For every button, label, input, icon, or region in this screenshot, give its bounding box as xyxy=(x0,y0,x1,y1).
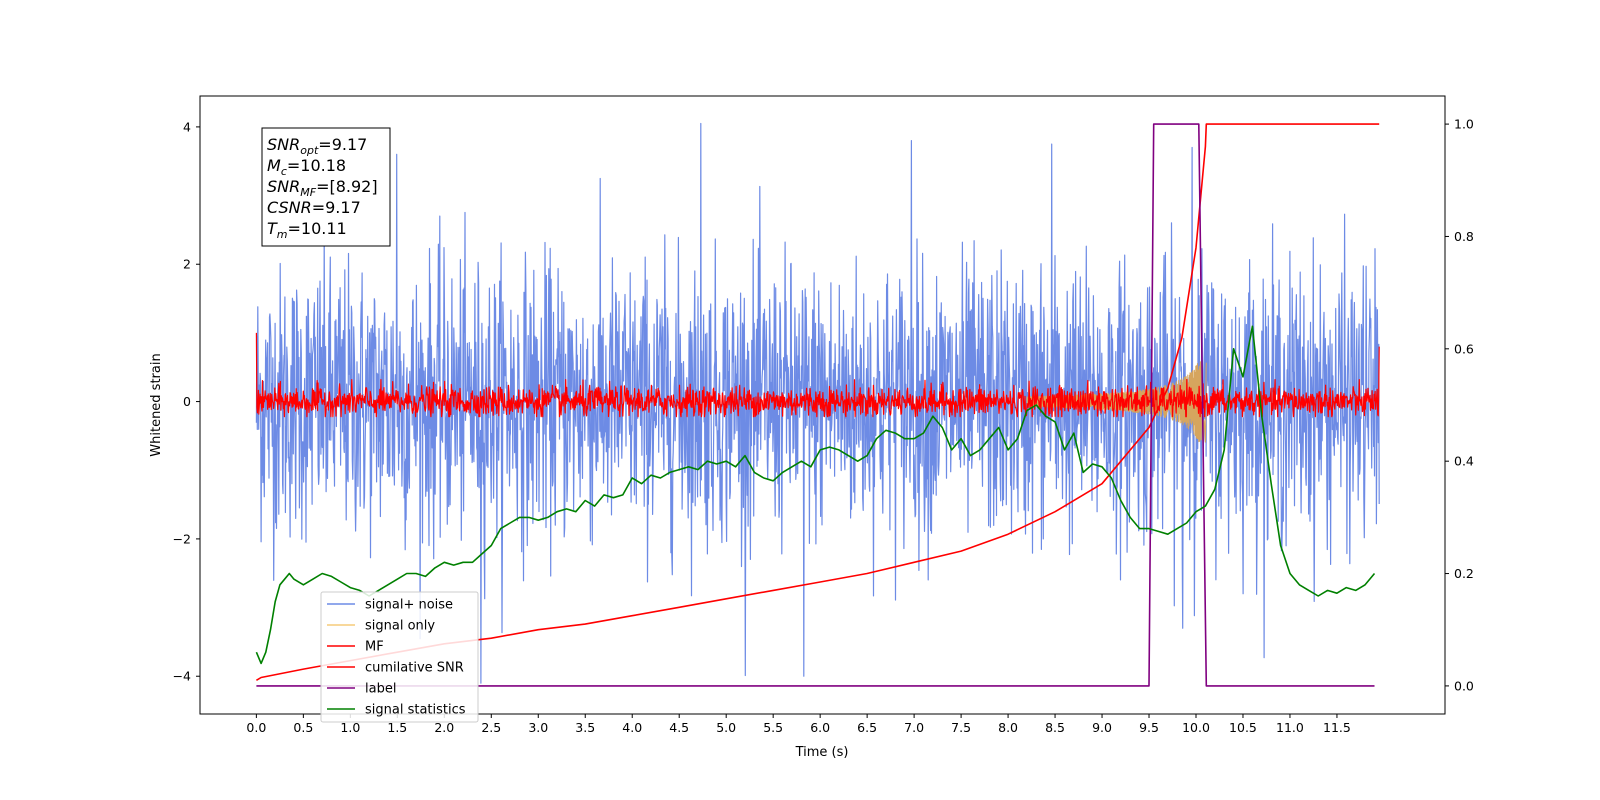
x-tick-label: 7.5 xyxy=(951,720,971,735)
x-tick-label: 9.0 xyxy=(1092,720,1112,735)
stats-box: SNRopt=9.17Mc=10.18SNRMF=[8.92]CSNR=9.17… xyxy=(261,127,391,247)
x-tick-label: 1.0 xyxy=(340,720,360,735)
legend-entry-label: label xyxy=(365,682,396,697)
x-tick-label: 4.0 xyxy=(622,720,642,735)
legend-entry-label: MF xyxy=(365,640,384,655)
x-tick-label: 1.5 xyxy=(387,720,407,735)
series-signal-noise-line xyxy=(255,122,1380,684)
series-signal-statistics-line xyxy=(255,325,1376,665)
legend-frame xyxy=(320,591,479,723)
x-tick-label: 3.5 xyxy=(575,720,595,735)
stats-line: SNRopt=9.17 xyxy=(267,135,367,157)
stats-line: SNRMF=[8.92] xyxy=(267,177,378,199)
x-tick-label: 8.5 xyxy=(1045,720,1065,735)
y-tick-label: 0 xyxy=(183,394,191,409)
y2-tick-label: 0.0 xyxy=(1454,678,1474,693)
y-tick-label: 4 xyxy=(183,119,191,134)
x-tick-label: 11.5 xyxy=(1323,720,1351,735)
y-tick-label: −4 xyxy=(173,669,191,684)
legend: signal+ noise signal only MF cumilative SNR… xyxy=(320,591,479,723)
series-label-line xyxy=(256,123,1375,687)
y2-tick-label: 1.0 xyxy=(1454,117,1474,132)
x-tick-label: 0.5 xyxy=(293,720,313,735)
x-tick-label: 10.0 xyxy=(1182,720,1210,735)
x-tick-label: 2.0 xyxy=(434,720,454,735)
y-tick-label: −2 xyxy=(173,531,191,546)
x-tick-label: 6.0 xyxy=(810,720,830,735)
x-axis-label: Time (s) xyxy=(795,745,849,760)
x-tick-label: 3.0 xyxy=(528,720,548,735)
x-tick-label: 5.5 xyxy=(763,720,783,735)
x-tick-label: 11.0 xyxy=(1276,720,1304,735)
y2-tick-label: 0.8 xyxy=(1454,229,1474,244)
series-mf-line xyxy=(255,332,1380,418)
stats-box-frame xyxy=(261,127,391,247)
legend-entry-label: signal statistics xyxy=(365,703,466,718)
legend-entry-label: cumilative SNR xyxy=(365,661,464,676)
x-tick-label: 0.0 xyxy=(246,720,266,735)
stats-line: Tm=10.11 xyxy=(267,219,347,241)
axis-layer: 0.0 0.5 1.0 1.5 2.0 2.5 3.0 3.5 4.0 4.5 5.0 5.5 6.0 6… xyxy=(173,117,1474,735)
x-tick-label: 7.0 xyxy=(904,720,924,735)
x-tick-label: 9.5 xyxy=(1139,720,1159,735)
legend-entry-label: signal+ noise xyxy=(365,598,453,613)
x-tick-label: 5.0 xyxy=(716,720,736,735)
stats-line: CSNR=9.17 xyxy=(267,198,361,217)
y-tick-label: 2 xyxy=(183,257,191,272)
y2-tick-label: 0.2 xyxy=(1454,566,1474,581)
plot-frame xyxy=(199,95,1446,715)
y-axis-label: Whitened strain xyxy=(149,353,164,456)
x-tick-label: 2.5 xyxy=(481,720,501,735)
y2-tick-label: 0.4 xyxy=(1454,454,1474,469)
y2-tick-label: 0.6 xyxy=(1454,341,1474,356)
x-tick-label: 4.5 xyxy=(669,720,689,735)
stats-line: Mc=10.18 xyxy=(267,156,346,178)
legend-entry-label: signal only xyxy=(365,619,435,634)
x-tick-label: 8.0 xyxy=(998,720,1018,735)
x-tick-label: 10.5 xyxy=(1229,720,1257,735)
x-tick-label: 6.5 xyxy=(857,720,877,735)
